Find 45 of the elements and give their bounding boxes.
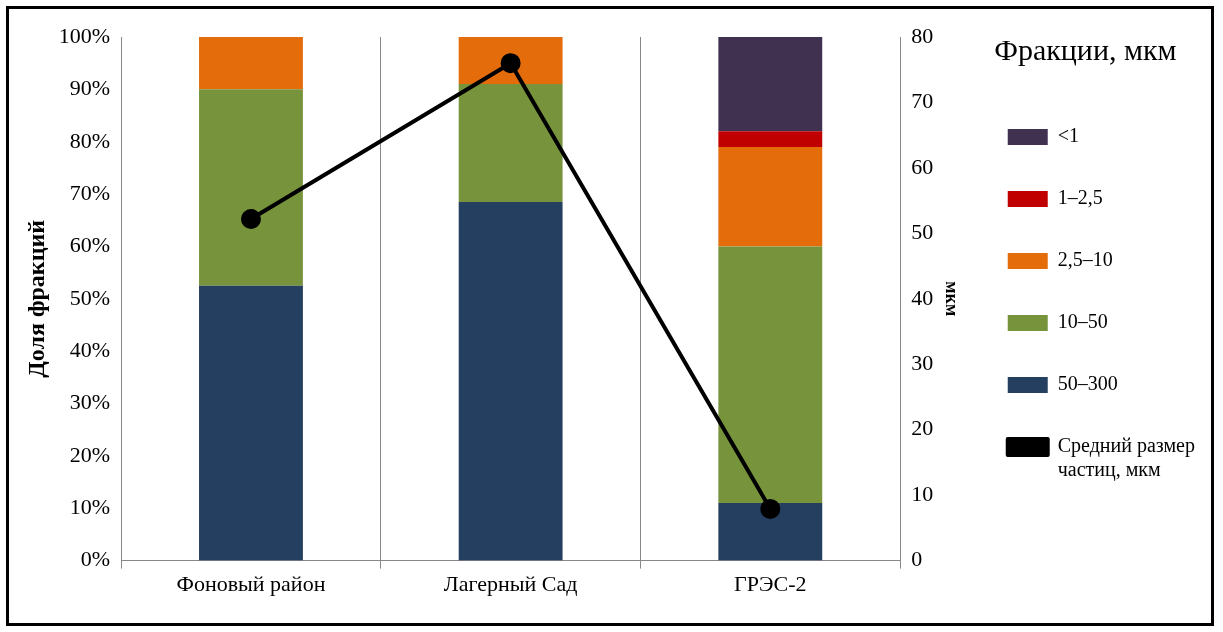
- bar: [718, 503, 823, 561]
- bar: [718, 131, 823, 147]
- legend-label: 1–2,5: [1057, 186, 1103, 209]
- bar: [718, 246, 823, 503]
- point: [500, 53, 521, 74]
- y-tick-label: 30%: [69, 389, 111, 415]
- bar: [199, 37, 303, 90]
- bar: [718, 37, 823, 132]
- legend-label: Средний размер частиц, мкм: [1057, 434, 1195, 482]
- y2-tick-label: 0: [911, 546, 923, 572]
- legend-label: <1: [1057, 124, 1080, 147]
- y2-tick-label: 20: [911, 415, 934, 441]
- x-tick-label: Фоновый район: [176, 570, 326, 596]
- y2-tick-label: 10: [911, 480, 934, 506]
- y-tick-label: 100%: [58, 22, 111, 48]
- legend-label: 2,5–10: [1057, 248, 1113, 271]
- y2-tick-label: 80: [911, 22, 934, 48]
- y-tick-label: 70%: [69, 179, 111, 205]
- y-tick-label: 0%: [80, 546, 111, 572]
- bar: [458, 201, 563, 561]
- y-tick-label: 10%: [69, 494, 111, 520]
- point: [760, 498, 781, 519]
- y-axis-title: Доля фракций: [22, 219, 49, 378]
- bar: [199, 89, 303, 286]
- y2-tick-label: 70: [911, 88, 934, 114]
- y2-axis-title: мкм: [942, 281, 963, 317]
- y2-tick-label: 40: [911, 284, 934, 310]
- x-tick-label: Лагерный Сад: [443, 570, 578, 596]
- y-tick-label: 60%: [69, 232, 111, 258]
- y2-tick-label: 30: [911, 350, 934, 376]
- bar: [458, 84, 563, 202]
- point: [240, 208, 261, 229]
- y-tick-label: 90%: [69, 75, 111, 101]
- y-tick-label: 50%: [69, 284, 111, 310]
- y-tick-label: 80%: [69, 127, 111, 153]
- bar: [199, 285, 303, 561]
- y2-tick-label: 50: [911, 219, 934, 245]
- y-tick-label: 40%: [69, 336, 111, 362]
- legend-label: 50–300: [1057, 372, 1118, 395]
- y2-tick-label: 60: [911, 153, 934, 179]
- legend-label: 10–50: [1057, 310, 1108, 333]
- bar: [718, 146, 823, 247]
- legend-title: Фракции, мкм: [994, 32, 1177, 66]
- x-tick-label: ГРЭС-2: [734, 570, 807, 596]
- y-tick-label: 20%: [69, 441, 111, 467]
